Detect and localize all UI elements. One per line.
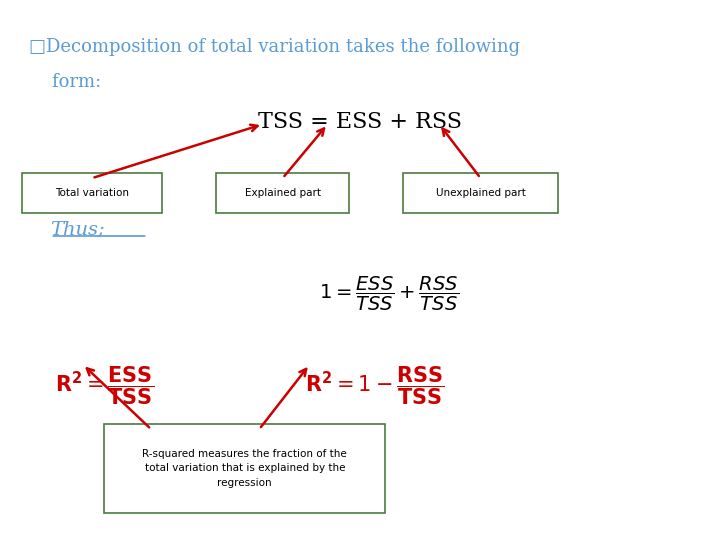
Text: Unexplained part: Unexplained part <box>436 188 526 198</box>
Text: $1 = \dfrac{ESS}{TSS} + \dfrac{RSS}{TSS}$: $1 = \dfrac{ESS}{TSS} + \dfrac{RSS}{TSS}… <box>319 275 459 313</box>
Text: R-squared measures the fraction of the
total variation that is explained by the
: R-squared measures the fraction of the t… <box>143 449 347 488</box>
FancyBboxPatch shape <box>22 173 162 213</box>
FancyBboxPatch shape <box>403 173 558 213</box>
Text: TSS = ESS + RSS: TSS = ESS + RSS <box>258 111 462 132</box>
Text: Total variation: Total variation <box>55 188 129 198</box>
FancyBboxPatch shape <box>216 173 349 213</box>
Text: Thus;: Thus; <box>50 220 105 239</box>
Text: $\mathbf{R^2} = \dfrac{\mathbf{ESS}}{\mathbf{TSS}}$: $\mathbf{R^2} = \dfrac{\mathbf{ESS}}{\ma… <box>55 365 154 407</box>
Text: Explained part: Explained part <box>245 188 320 198</box>
FancyBboxPatch shape <box>104 424 385 513</box>
Text: $\mathbf{R^2} = 1 - \dfrac{\mathbf{RSS}}{\mathbf{TSS}}$: $\mathbf{R^2} = 1 - \dfrac{\mathbf{RSS}}… <box>305 365 444 407</box>
Text: form:: form: <box>29 73 101 91</box>
Text: □Decomposition of total variation takes the following: □Decomposition of total variation takes … <box>29 38 520 56</box>
